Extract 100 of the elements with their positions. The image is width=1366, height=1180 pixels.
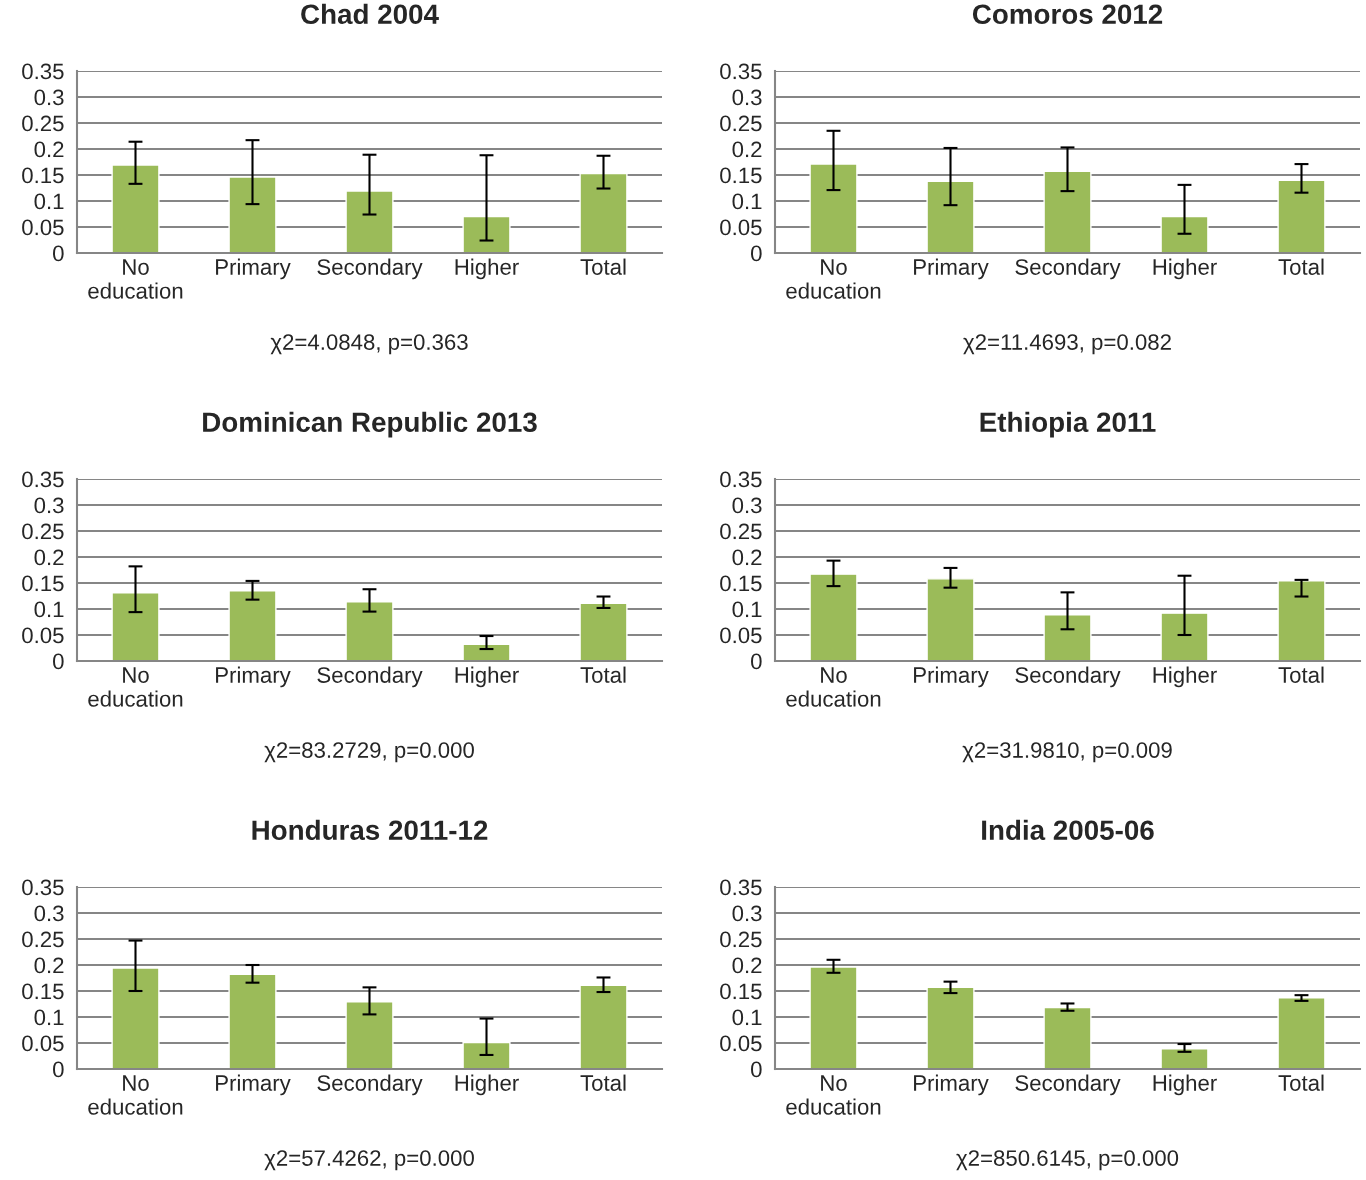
y-tick-label: 0.15 bbox=[22, 575, 64, 592]
bar bbox=[345, 1001, 394, 1069]
x-tick-label: No education bbox=[786, 1075, 881, 1115]
x-tick-label: Secondary bbox=[1015, 258, 1121, 280]
y-tick-label: 0.35 bbox=[22, 879, 64, 896]
bar bbox=[1277, 580, 1326, 661]
chart-title: Honduras 2011-12 bbox=[252, 819, 488, 841]
y-tick-label: 0.35 bbox=[720, 63, 762, 80]
x-tick-label: No education bbox=[786, 667, 881, 707]
y-tick-label: 0.3 bbox=[732, 89, 762, 106]
x-tick-label: Higher bbox=[1153, 258, 1217, 280]
x-tick-label: Primary bbox=[914, 258, 989, 280]
bar bbox=[1277, 179, 1326, 253]
bar bbox=[111, 164, 160, 253]
y-tick-label: 0 bbox=[751, 1061, 762, 1078]
text: χ2=850.6145, p=0.000 bbox=[956, 1150, 1179, 1171]
y-tick-label: 0.25 bbox=[720, 523, 762, 540]
y-tick-label: 0.25 bbox=[22, 115, 64, 132]
text: χ2=83.2729, p=0.000 bbox=[264, 742, 474, 763]
bar bbox=[462, 215, 511, 253]
x-tick-label: Higher bbox=[455, 1074, 519, 1096]
x-tick-label: Higher bbox=[1153, 666, 1217, 688]
y-tick-label: 0.15 bbox=[720, 575, 762, 592]
y-tick-label: 0.35 bbox=[720, 879, 762, 896]
x-tick-label: No education bbox=[88, 259, 183, 299]
y-tick-label: 0.2 bbox=[732, 549, 762, 566]
y-tick-label: 0.1 bbox=[732, 193, 762, 210]
y-tick-label: 0.2 bbox=[34, 549, 64, 566]
y-tick-label: 0.05 bbox=[720, 1035, 762, 1052]
y-tick-label: 0.05 bbox=[22, 627, 64, 644]
x-tick-label: No education bbox=[786, 259, 881, 299]
y-tick-label: 0.15 bbox=[22, 983, 64, 1000]
y-tick-label: 0.1 bbox=[34, 1009, 64, 1026]
chart-title: Chad 2004 bbox=[301, 3, 439, 25]
bar bbox=[345, 601, 394, 661]
x-tick-label: Primary bbox=[914, 666, 989, 688]
x-tick-label: Primary bbox=[216, 1074, 291, 1096]
y-tick-label: 0.05 bbox=[720, 219, 762, 236]
bar bbox=[809, 966, 858, 1069]
chart-title: Dominican Republic 2013 bbox=[203, 411, 537, 438]
x-tick-label: Total bbox=[580, 1074, 626, 1091]
bar bbox=[926, 986, 975, 1069]
y-tick-label: 0.3 bbox=[34, 905, 64, 922]
bar bbox=[809, 573, 858, 661]
text: χ2=57.4262, p=0.000 bbox=[264, 1150, 474, 1171]
bar bbox=[809, 163, 858, 253]
y-tick-label: 0.1 bbox=[34, 193, 64, 210]
y-tick-label: 0.15 bbox=[720, 167, 762, 184]
x-tick-label: Secondary bbox=[317, 666, 423, 688]
y-tick-label: 0.3 bbox=[34, 497, 64, 514]
y-tick-label: 0.1 bbox=[34, 601, 64, 618]
bar bbox=[462, 643, 511, 661]
bar bbox=[1160, 612, 1209, 661]
bar bbox=[111, 967, 160, 1069]
y-tick-label: 0.05 bbox=[720, 627, 762, 644]
bar bbox=[462, 1041, 511, 1069]
y-tick-label: 0.1 bbox=[732, 601, 762, 618]
bar bbox=[579, 172, 628, 253]
y-tick-label: 0.3 bbox=[732, 905, 762, 922]
x-tick-label: Primary bbox=[216, 666, 291, 688]
x-tick-label: Total bbox=[1278, 258, 1324, 275]
bar bbox=[111, 592, 160, 661]
bar bbox=[1043, 614, 1092, 661]
y-tick-label: 0.3 bbox=[34, 89, 64, 106]
y-tick-label: 0 bbox=[53, 245, 64, 262]
bar bbox=[1043, 170, 1092, 253]
x-tick-label: Higher bbox=[455, 666, 519, 688]
y-tick-label: 0.25 bbox=[720, 115, 762, 132]
x-tick-label: Higher bbox=[1153, 1074, 1217, 1096]
y-tick-label: 0.2 bbox=[34, 141, 64, 158]
text: χ2=11.4693, p=0.082 bbox=[963, 334, 1171, 355]
bar bbox=[579, 984, 628, 1069]
x-tick-label: Secondary bbox=[1015, 1074, 1121, 1096]
x-tick-label: Total bbox=[1278, 1074, 1324, 1091]
x-tick-label: Total bbox=[580, 258, 626, 275]
bar bbox=[1160, 215, 1209, 253]
text: χ2=4.0848, p=0.363 bbox=[270, 334, 468, 355]
x-tick-label: No education bbox=[88, 667, 183, 707]
y-tick-label: 0.25 bbox=[720, 931, 762, 948]
bar bbox=[228, 973, 277, 1069]
y-tick-label: 0 bbox=[53, 653, 64, 670]
y-tick-label: 0.1 bbox=[732, 1009, 762, 1026]
bar bbox=[1160, 1048, 1209, 1069]
x-tick-label: Total bbox=[1278, 666, 1324, 683]
x-tick-label: No education bbox=[88, 1075, 183, 1115]
y-tick-label: 0 bbox=[751, 653, 762, 670]
chart-title: Ethiopia 2011 bbox=[980, 411, 1156, 438]
y-tick-label: 0.25 bbox=[22, 523, 64, 540]
bar bbox=[926, 578, 975, 661]
bar bbox=[228, 590, 277, 661]
y-tick-label: 0.15 bbox=[22, 167, 64, 184]
bar bbox=[345, 190, 394, 253]
y-tick-label: 0.15 bbox=[720, 983, 762, 1000]
bar bbox=[1277, 997, 1326, 1069]
y-tick-label: 0.35 bbox=[22, 63, 64, 80]
y-tick-label: 0.3 bbox=[732, 497, 762, 514]
x-tick-label: Total bbox=[580, 666, 626, 683]
x-tick-label: Primary bbox=[216, 258, 291, 280]
x-tick-label: Secondary bbox=[317, 1074, 423, 1096]
text: χ2=31.9810, p=0.009 bbox=[962, 742, 1172, 763]
